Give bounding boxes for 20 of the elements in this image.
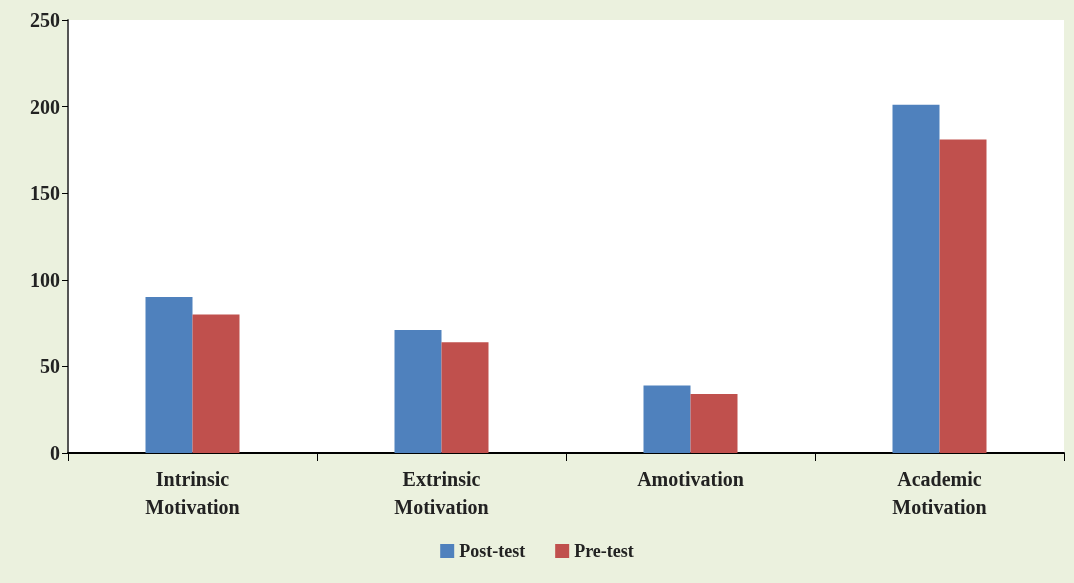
- x-tick-label: Amotivation: [637, 468, 744, 490]
- y-tick-label: 50: [40, 355, 60, 378]
- y-tick-label: 250: [30, 9, 60, 31]
- x-tick-label: Extrinsic Motivation: [394, 468, 489, 518]
- bar: [643, 385, 691, 453]
- legend-label: Post-test: [459, 541, 526, 561]
- y-tick-label: 0: [50, 442, 60, 464]
- bar: [394, 330, 442, 453]
- bar: [892, 104, 940, 453]
- bar: [145, 297, 193, 453]
- legend-label: Pre-test: [574, 541, 634, 561]
- y-tick-label: 200: [30, 95, 60, 118]
- x-tick-label: Academic Motivation: [892, 468, 987, 518]
- bar: [192, 314, 240, 453]
- bar: [441, 342, 489, 453]
- y-tick-label: 150: [30, 182, 60, 205]
- bar: [690, 394, 738, 453]
- x-tick-label: Intrinsic Motivation: [145, 468, 240, 518]
- y-tick-label: 100: [30, 268, 60, 291]
- bar: [939, 139, 987, 453]
